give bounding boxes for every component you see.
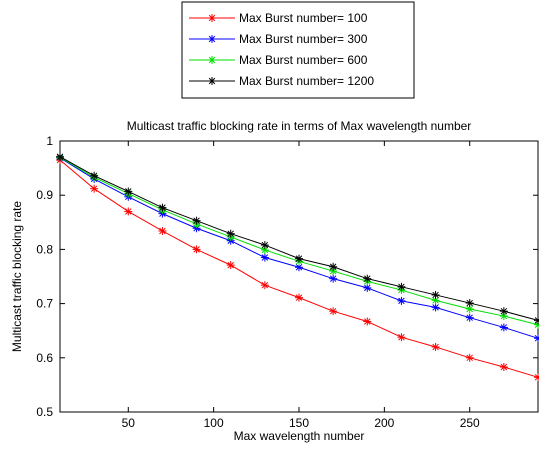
data-point [124,207,133,216]
data-point [295,254,303,263]
data-point [90,184,99,193]
data-point [260,241,269,250]
legend-item: Max Burst number= 100 [189,11,368,25]
data-point [260,245,269,254]
chart-title: Multicast traffic blocking rate in terms… [127,119,472,133]
data-point [397,282,406,291]
data-point [363,317,372,326]
y-tick-label: 0.9 [36,188,53,202]
data-point [363,274,372,283]
data-point [329,262,338,271]
x-tick-label: 250 [460,416,480,430]
y-tick-label: 0.6 [36,351,53,365]
data-point [499,307,508,316]
legend: Max Burst number= 100 Max Burst number= 3… [181,1,415,99]
data-point [226,229,235,238]
data-point [397,296,406,305]
y-axis-label: Multicast traffic blocking rate [10,201,24,352]
data-point [124,187,133,196]
data-point [431,290,440,299]
legend-label: Max Burst number= 100 [239,11,368,25]
series-4 [56,152,539,325]
data-point [208,56,216,64]
data-point [90,171,99,180]
data-point [431,296,440,305]
x-tick-label: 150 [289,416,309,430]
x-axis-label: Max wavelength number [234,429,365,443]
legend-item: Max Burst number= 300 [189,32,368,46]
data-point [192,216,201,225]
y-tick-label: 0.5 [36,405,53,419]
data-point [158,226,167,235]
data-point [465,353,474,362]
data-point [534,316,539,325]
data-point [499,363,508,372]
y-tick-label: 0.8 [36,242,53,256]
legend-item: Max Burst number= 1200 [189,74,374,88]
series-group [56,152,539,382]
data-point [534,334,539,343]
data-point [329,274,338,283]
legend-label: Max Burst number= 300 [239,32,368,46]
data-point [499,323,508,332]
y-tick-label: 0.7 [36,297,53,311]
data-point [208,14,216,22]
data-point [431,342,440,351]
data-point [534,373,539,382]
legend-item: Max Burst number= 600 [189,53,368,67]
data-point [465,299,474,308]
data-point [158,203,167,212]
legend-label: Max Burst number= 1200 [239,74,374,88]
plot-area [59,140,539,413]
x-tick-label: 200 [374,416,394,430]
data-point [397,333,406,342]
data-point [465,313,474,322]
data-point [260,253,269,262]
data-point [192,245,201,254]
legend-label: Max Burst number= 600 [239,53,368,67]
data-point [208,35,216,43]
data-point [208,77,216,85]
data-point [56,152,64,161]
data-point [295,293,303,302]
data-point [329,307,338,316]
data-point [260,281,269,290]
data-point [226,261,235,270]
x-tick-label: 50 [122,416,136,430]
y-tick-label: 1 [46,134,53,148]
axis-ticks: 50 100 150 200 250 0.5 0.6 0.7 0.8 0.9 1 [36,134,538,430]
x-tick-label: 100 [204,416,224,430]
data-point [431,303,440,312]
